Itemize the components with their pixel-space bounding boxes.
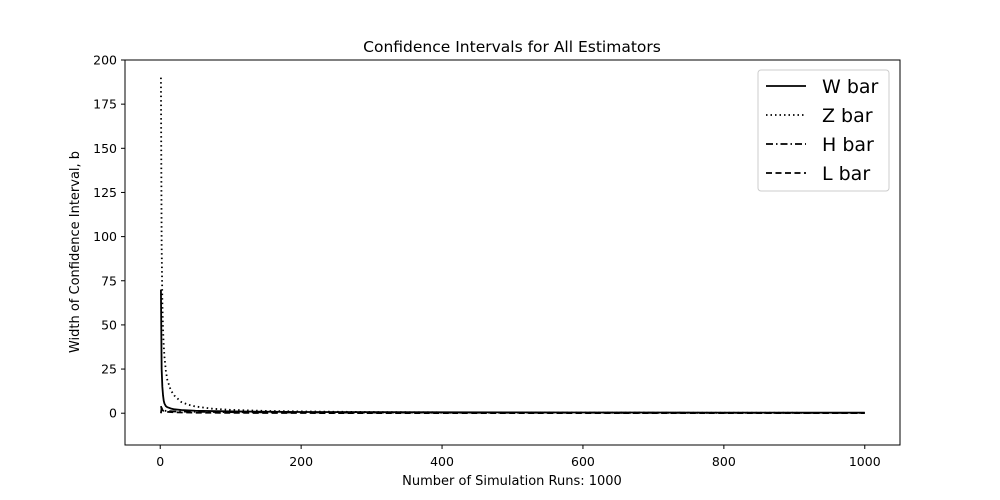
y-tick-label: 125 bbox=[93, 185, 117, 200]
legend-label-0: W bar bbox=[822, 76, 879, 98]
legend-frame bbox=[757, 69, 890, 192]
y-axis-label: Width of Confidence Interval, b bbox=[68, 151, 83, 353]
legend: W bar Z bar H bar L bar bbox=[757, 69, 890, 192]
x-tick-label: 800 bbox=[712, 454, 736, 469]
series-line-3 bbox=[160, 405, 865, 415]
y-tick-label: 175 bbox=[93, 97, 117, 112]
y-axis: 0 25 50 75 100 125 150 175 200 bbox=[93, 53, 125, 421]
x-tick-label: 400 bbox=[430, 454, 454, 469]
series-line-1 bbox=[160, 77, 865, 414]
y-tick-label: 25 bbox=[101, 362, 117, 377]
y-tick-label: 50 bbox=[101, 317, 117, 332]
x-tick-label: 600 bbox=[571, 454, 595, 469]
y-tick-label: 0 bbox=[109, 406, 117, 421]
legend-label-2: H bar bbox=[822, 134, 874, 156]
plot-area-frame bbox=[124, 59, 901, 446]
x-tick-label: 0 bbox=[156, 454, 164, 469]
x-axis-label: Number of Simulation Runs: 1000 bbox=[402, 474, 622, 489]
y-tick-label: 200 bbox=[93, 53, 117, 68]
series-layer bbox=[160, 77, 865, 415]
legend-label-3: L bar bbox=[822, 163, 870, 185]
y-tick-label: 75 bbox=[101, 273, 117, 288]
y-tick-label: 100 bbox=[93, 229, 117, 244]
chart-title: Confidence Intervals for All Estimators bbox=[363, 38, 661, 56]
x-axis: 0 200 400 600 800 1000 bbox=[156, 445, 881, 469]
x-tick-label: 200 bbox=[289, 454, 313, 469]
legend-label-1: Z bar bbox=[822, 105, 873, 127]
y-tick-label: 150 bbox=[93, 141, 117, 156]
x-tick-label: 1000 bbox=[849, 454, 881, 469]
